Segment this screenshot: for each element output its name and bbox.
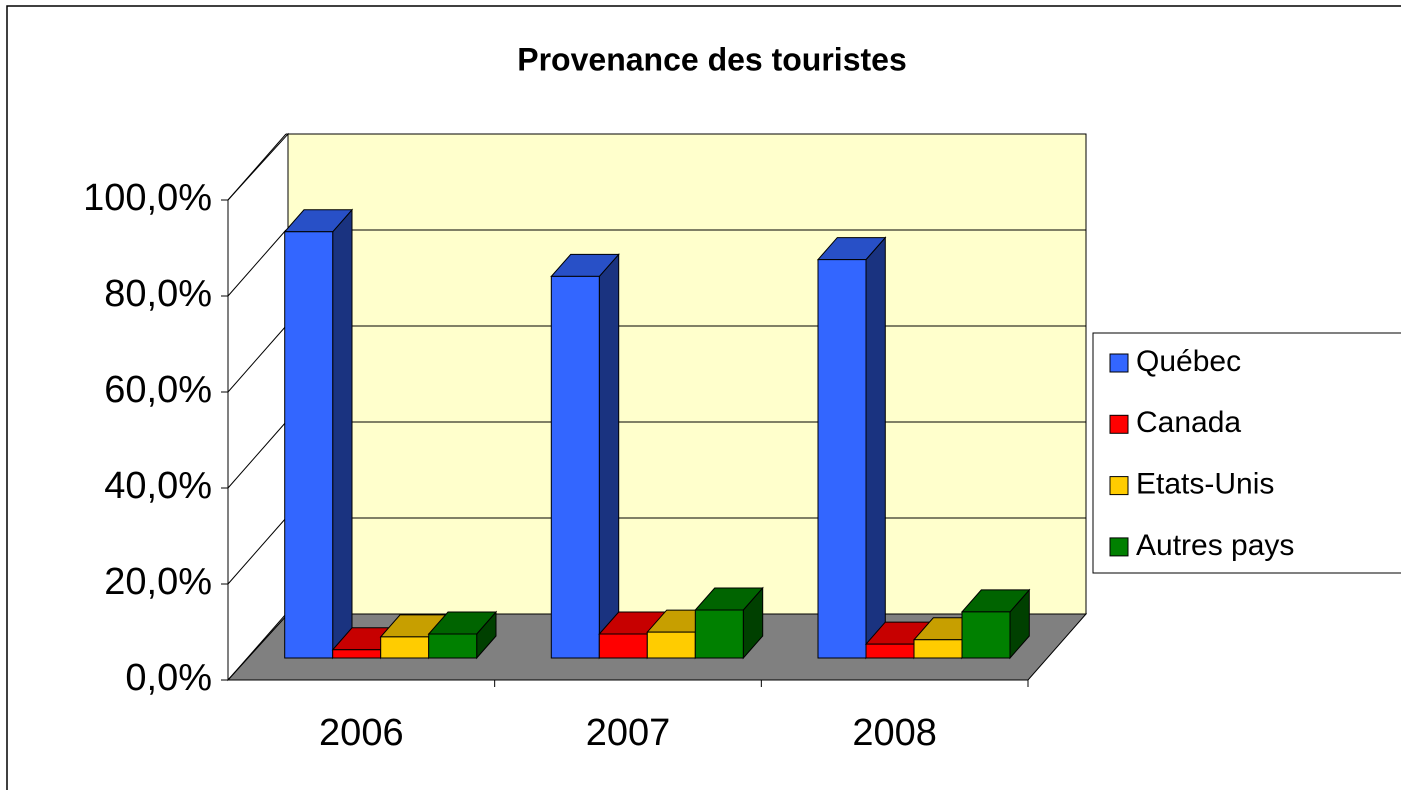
y-tick-label: 80,0% [104,273,212,315]
chart-title: Provenance des touristes [517,41,906,77]
grid-line [227,613,287,681]
bar-side [865,236,886,660]
bar [646,631,696,659]
legend-label: Québec [1136,345,1241,378]
y-tick-label: 100,0% [83,177,212,219]
legend-box [1092,332,1401,574]
grid-line [227,325,287,393]
grid-line [227,133,287,201]
bar [598,633,648,659]
bar [332,649,382,659]
grid-line [227,229,287,297]
legend-swatch [1109,414,1129,434]
legend-label: Autres pays [1136,529,1294,562]
legend-swatch [1109,537,1129,557]
legend: Québec Canada Etats-Unis Autres pays [1092,332,1401,574]
side-wall [227,132,289,682]
x-tick-label: 2008 [852,712,937,754]
x-tick-label: 2007 [586,712,671,754]
bar-side [332,208,353,660]
grid-line [227,517,287,585]
bar [380,636,430,659]
y-tick-label: 40,0% [104,465,212,507]
bar [694,609,744,659]
legend-swatch [1109,476,1129,496]
bar [817,259,867,659]
back-wall [287,133,1087,615]
bar [961,611,1011,659]
legend-label: Canada [1136,406,1241,439]
y-tick-label: 20,0% [104,561,212,603]
bar [913,639,963,659]
grid-line [227,421,287,489]
bar [550,275,600,659]
legend-swatch [1109,353,1129,373]
y-tick-label: 60,0% [104,369,212,411]
bar [428,633,478,659]
bar-side [598,253,620,660]
legend-label: Etats-Unis [1136,468,1274,501]
bar [865,643,915,659]
y-tick-label: 0,0% [125,657,212,699]
x-tick-label: 2006 [319,712,404,754]
bar [284,231,334,659]
